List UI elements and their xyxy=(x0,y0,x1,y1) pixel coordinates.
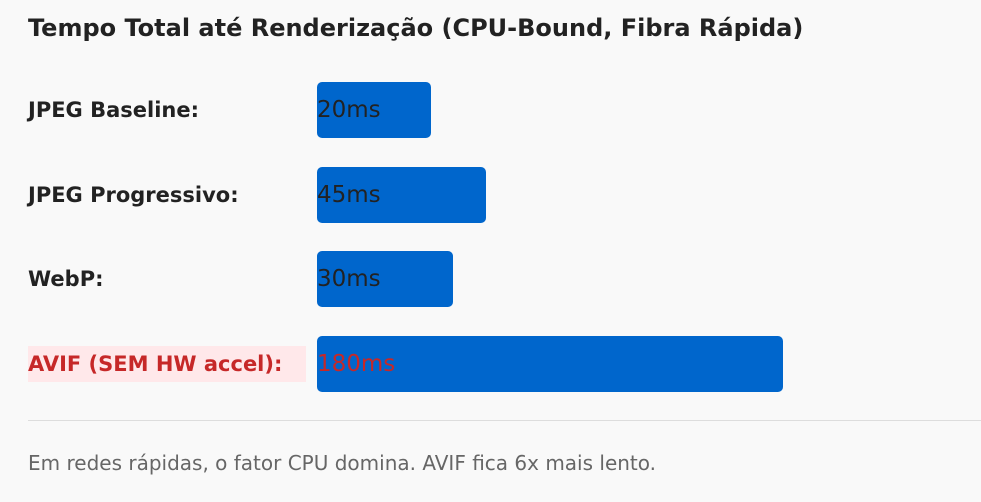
divider xyxy=(28,420,981,421)
bar-label: WebP: xyxy=(28,267,104,291)
bar: 45ms xyxy=(317,167,486,223)
bar: 30ms xyxy=(317,251,453,307)
bar: 180ms xyxy=(317,336,783,392)
bar-row: JPEG Progressivo: 45ms xyxy=(28,167,486,223)
chart-title: Tempo Total até Renderização (CPU-Bound,… xyxy=(28,14,804,42)
bar-label: AVIF (SEM HW accel): xyxy=(28,346,306,382)
bar-row: JPEG Baseline: 20ms xyxy=(28,82,431,138)
bar-row: AVIF (SEM HW accel): 180ms xyxy=(28,336,783,392)
bar: 20ms xyxy=(317,82,431,138)
bar-row: WebP: 30ms xyxy=(28,251,453,307)
footer-note: Em redes rápidas, o fator CPU domina. AV… xyxy=(28,451,657,475)
bar-label: JPEG Baseline: xyxy=(28,98,200,122)
bar-label: JPEG Progressivo: xyxy=(28,183,239,207)
